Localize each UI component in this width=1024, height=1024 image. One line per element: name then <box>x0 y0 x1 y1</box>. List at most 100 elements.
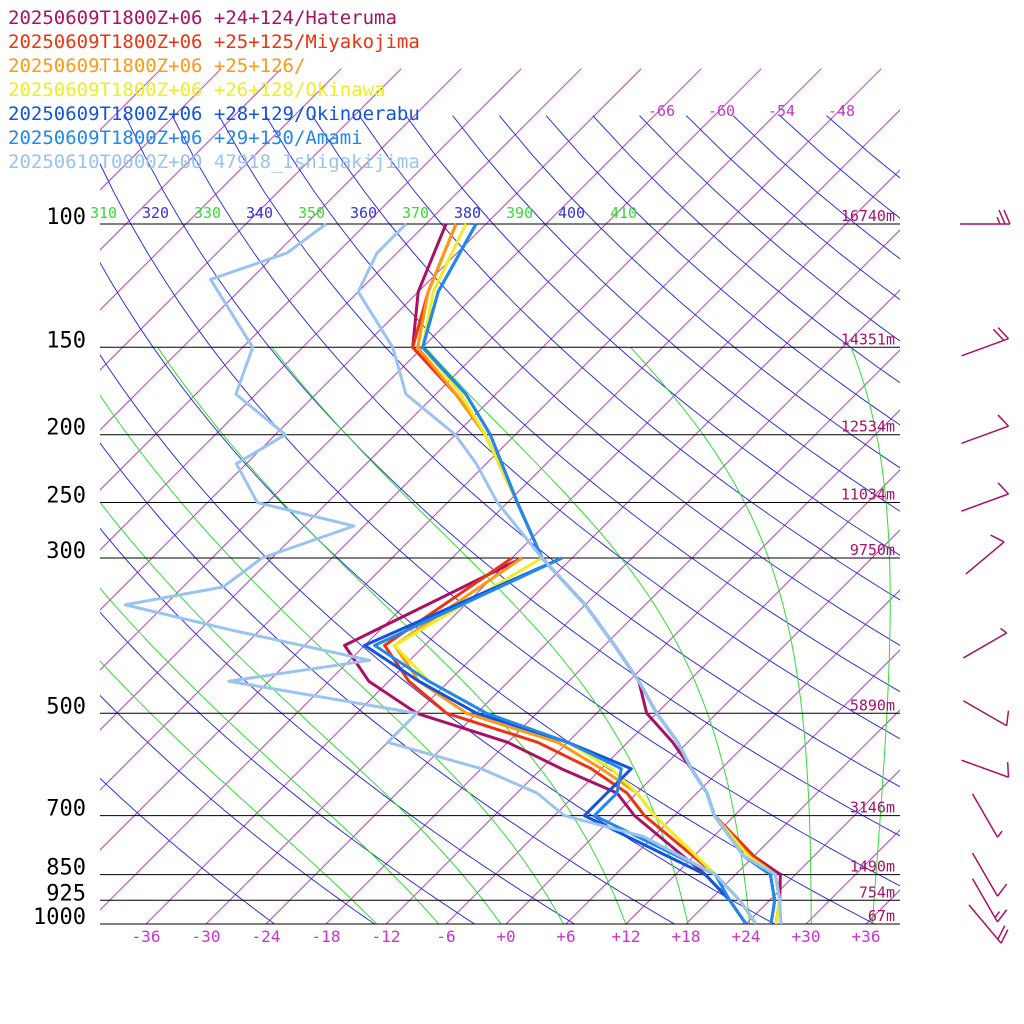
isotherm-line <box>100 68 402 371</box>
isotherm-line <box>100 68 702 671</box>
temperature-tick-label: +0 <box>496 927 515 946</box>
isotherm-line <box>265 289 900 924</box>
dewpoint-profile-line <box>123 222 758 924</box>
legend-entry: 20250609T1800Z+06 +24+124/Hateruma <box>8 7 397 29</box>
isotherm-line <box>100 68 822 791</box>
dry-adiabat-line <box>265 115 900 693</box>
wind-barb <box>968 904 1009 944</box>
legend-entry: 20250609T1800Z+06 +28+129/Okinoerabu <box>8 103 420 125</box>
upper-temperature-label: -48 <box>828 102 855 120</box>
moist-adiabat-line <box>271 346 689 924</box>
theta-label: 320 <box>142 204 169 222</box>
dry-adiabat-line <box>100 354 776 924</box>
dry-adiabat-line <box>100 777 276 924</box>
temperature-tick-label: +30 <box>792 927 821 946</box>
isotherm-line <box>986 69 1024 924</box>
legend-entry: 20250609T1800Z+06 +29+130/Amami <box>8 127 363 149</box>
dry-adiabat-line <box>311 115 900 646</box>
temperature-tick-label: -30 <box>192 927 221 946</box>
adiabat-labels: -66 -60 -54 -48 <box>648 102 855 120</box>
dry-adiabat-line <box>100 611 476 924</box>
wind-barb <box>961 482 1010 512</box>
temperature-profile-line <box>356 222 783 924</box>
dry-adiabat-line <box>358 115 900 601</box>
isotherm-line <box>325 349 900 924</box>
isotherm-line <box>100 68 582 551</box>
dewpoint-profile-line <box>363 556 748 924</box>
wind-barb <box>971 852 1008 897</box>
isotherm-line <box>100 68 222 191</box>
wind-barb <box>971 793 1003 838</box>
legend-entry: 20250609T1800Z+06 +25+125/Miyakojima <box>8 31 420 53</box>
legend-entry: 20250610T0000Z+00 47918_Ishigakijima <box>8 151 420 173</box>
pressure-label: 200 <box>46 416 86 441</box>
pressure-label: 500 <box>46 694 86 719</box>
upper-temperature-label: -54 <box>768 102 795 120</box>
pressure-label: 150 <box>46 328 86 353</box>
isotherm-line <box>926 69 1024 924</box>
wind-barb <box>961 414 1010 444</box>
temperature-profile-line <box>411 223 782 924</box>
isotherm-line <box>205 229 900 924</box>
theta-label: 370 <box>402 204 429 222</box>
height-label: 67m <box>868 907 895 925</box>
wind-barb <box>960 209 1011 225</box>
dry-adiabat-line <box>124 115 900 837</box>
dry-adiabat-line <box>100 527 576 924</box>
height-label: 754m <box>859 883 895 901</box>
wind-barb <box>971 878 1008 923</box>
dry-adiabat-line <box>100 162 900 887</box>
isotherm-line <box>445 469 900 924</box>
isotherm-line <box>100 68 882 851</box>
temperature-tick-label: +6 <box>556 927 575 946</box>
theta-label: 380 <box>454 204 481 222</box>
height-label: 1490m <box>850 858 895 876</box>
temperature-tick-label: +12 <box>612 927 641 946</box>
legend-entry: 20250609T1800Z+06 +26+128/Okinawa <box>8 79 386 101</box>
height-label: 12534m <box>841 418 895 436</box>
dewpoint-profile-line <box>373 556 748 924</box>
wind-barb <box>965 534 1005 575</box>
dewpoint-profile-line <box>343 556 748 924</box>
isotherm-line <box>100 68 342 311</box>
pressure-label: 925 <box>46 881 86 906</box>
temperature-tick-label: -6 <box>436 927 455 946</box>
temperature-tick-label: -36 <box>132 927 161 946</box>
wind-barbs <box>960 209 1011 944</box>
upper-temperature-label: -60 <box>708 102 735 120</box>
isotherm-line <box>100 68 462 431</box>
isotherm-line <box>100 68 642 611</box>
legend: 20250609T1800Z+06 +24+124/Hateruma202506… <box>8 7 420 173</box>
height-label: 3146m <box>850 799 895 817</box>
isobar-grid <box>100 223 900 925</box>
isotherm-line <box>805 829 900 924</box>
height-label: 5890m <box>850 696 895 714</box>
theta-label: 390 <box>506 204 533 222</box>
temperature-tick-label: +36 <box>852 927 881 946</box>
isotherm-line <box>0 69 41 924</box>
temperature-tick-label: -24 <box>252 927 281 946</box>
theta-label: 330 <box>194 204 221 222</box>
temperature-tick-label: +18 <box>672 927 701 946</box>
wind-barb <box>961 759 1010 778</box>
moist-adiabat-line <box>100 660 378 924</box>
theta-label: 360 <box>350 204 377 222</box>
temperature-tick-label: -12 <box>372 927 401 946</box>
isotherm-line <box>565 589 900 924</box>
isotherm-line <box>145 169 900 924</box>
height-label: 11034m <box>841 486 895 504</box>
upper-temperature-label: -66 <box>648 102 675 120</box>
theta-labels: 310 320 330 340 350 360 370 380 390 400 410 <box>90 204 637 222</box>
isotherm-line <box>385 409 900 924</box>
isotherm-line <box>100 68 762 731</box>
pressure-label: 700 <box>46 797 86 822</box>
pressure-label: 250 <box>46 484 86 509</box>
dry-adiabat-line <box>405 115 900 556</box>
theta-label: 400 <box>558 204 585 222</box>
moist-adiabat-line <box>100 394 564 924</box>
height-labels: 16740m 14351m 12534m 11034m 9750m 5890m 3146m 1… <box>841 207 895 925</box>
isotherm-line <box>745 769 900 924</box>
temperature-axis: -36 -30 -24 -18 -12 -6 +0 +6 +12 +18 +24 +30 +36 <box>132 927 881 946</box>
pressure-label: 300 <box>46 539 86 564</box>
